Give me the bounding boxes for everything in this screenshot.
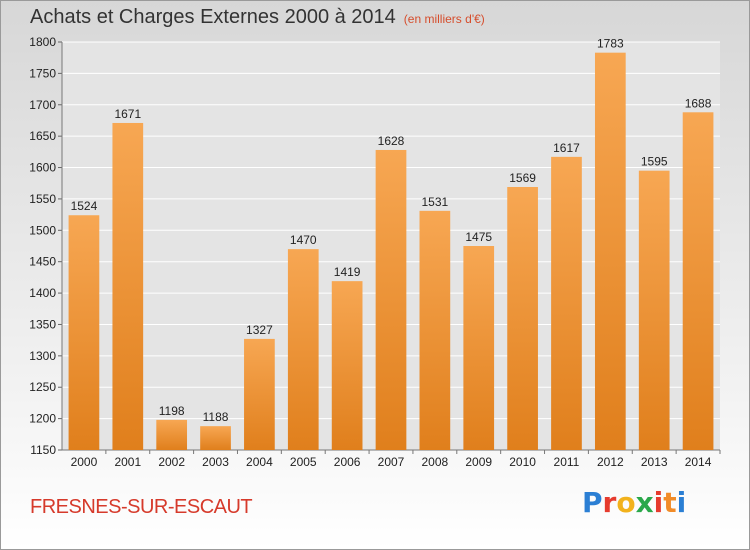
x-tick-label: 2014 xyxy=(685,455,712,469)
x-tick-label: 2011 xyxy=(554,455,580,469)
x-tick-label: 2005 xyxy=(290,455,317,469)
bar-value-label: 1188 xyxy=(203,410,229,424)
chart-title-text: Achats et Charges Externes 2000 à 2014 xyxy=(30,6,396,28)
x-tick-label: 2000 xyxy=(71,455,98,469)
proxiti-logo: Proxiti xyxy=(582,486,686,519)
logo-letter: r xyxy=(602,486,617,519)
bar-value-label: 1628 xyxy=(378,134,405,148)
bar xyxy=(507,186,538,450)
x-tick-label: 2007 xyxy=(378,455,405,469)
y-tick-label: 1450 xyxy=(29,255,56,269)
logo-letter: i xyxy=(676,486,687,519)
y-tick-label: 1600 xyxy=(29,161,56,175)
x-tick-label: 2012 xyxy=(597,455,624,469)
y-tick-label: 1300 xyxy=(29,349,56,363)
unit-label: (en milliers d'€) xyxy=(403,12,485,26)
bar xyxy=(287,249,319,450)
bar xyxy=(638,170,670,450)
y-tick-label: 1550 xyxy=(29,192,56,206)
y-tick-label: 1750 xyxy=(29,66,56,80)
x-tick-label: 2010 xyxy=(509,455,536,469)
bar-value-label: 1783 xyxy=(597,37,624,51)
x-tick-label: 2009 xyxy=(465,455,492,469)
logo-letter: i xyxy=(653,486,664,519)
y-tick-label: 1150 xyxy=(30,443,56,457)
bar xyxy=(112,122,144,451)
bar-value-label: 1617 xyxy=(553,141,580,155)
y-tick-label: 1500 xyxy=(29,223,56,237)
x-tick-label: 2003 xyxy=(202,455,229,469)
bar-value-label: 1198 xyxy=(159,404,185,418)
logo-letter: t xyxy=(663,486,677,519)
y-tick-label: 1800 xyxy=(29,35,56,49)
x-tick-label: 2004 xyxy=(246,455,273,469)
bar xyxy=(244,338,275,450)
bar-value-label: 1531 xyxy=(422,195,449,209)
bar xyxy=(200,426,231,450)
x-tick-label: 2006 xyxy=(334,455,361,469)
logo-letter: P xyxy=(582,486,603,519)
x-tick-label: 2001 xyxy=(114,455,141,469)
y-tick-label: 1350 xyxy=(29,317,56,331)
bar xyxy=(156,419,188,450)
y-tick-label: 1200 xyxy=(29,412,56,426)
bar-value-label: 1419 xyxy=(334,265,361,279)
bar xyxy=(68,215,100,450)
bar xyxy=(375,149,407,450)
bar xyxy=(551,156,582,451)
y-tick-label: 1400 xyxy=(29,286,56,300)
bar xyxy=(594,52,626,450)
bar-value-label: 1688 xyxy=(685,96,712,110)
bar xyxy=(331,281,363,450)
logo-letter: x xyxy=(635,486,654,519)
y-tick-label: 1700 xyxy=(29,98,56,112)
y-tick-label: 1650 xyxy=(29,129,56,143)
bar-value-label: 1524 xyxy=(71,199,98,213)
x-tick-label: 2008 xyxy=(422,455,449,469)
x-tick-label: 2002 xyxy=(158,455,185,469)
y-tick-label: 1250 xyxy=(29,380,56,394)
bar xyxy=(682,112,714,450)
bar-value-label: 1595 xyxy=(641,155,668,169)
x-tick-label: 2013 xyxy=(641,455,668,469)
bar xyxy=(463,246,495,450)
bar-value-label: 1470 xyxy=(290,233,317,247)
chart-title: Achats et Charges Externes 2000 à 2014 (e… xyxy=(30,6,485,29)
bar-value-label: 1569 xyxy=(509,171,536,185)
bar-value-label: 1327 xyxy=(246,323,273,337)
bar xyxy=(419,210,451,450)
commune-name: FRESNES-SUR-ESCAUT xyxy=(30,496,253,518)
logo-letter: o xyxy=(616,486,636,519)
bar-value-label: 1671 xyxy=(114,107,141,121)
bar-value-label: 1475 xyxy=(465,230,492,244)
